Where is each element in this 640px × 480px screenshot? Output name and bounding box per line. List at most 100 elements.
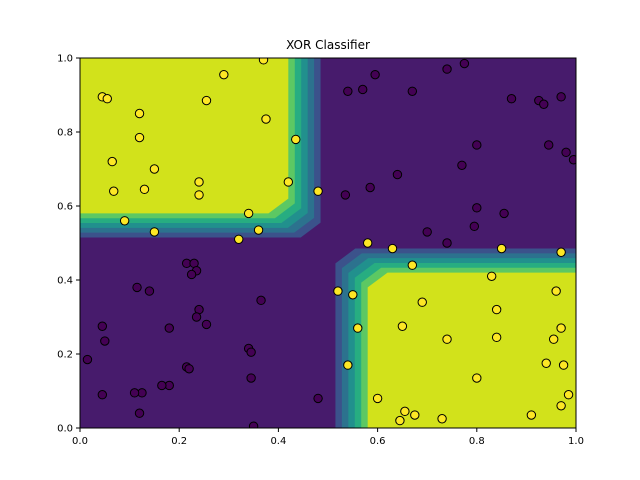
data-point-class1 [219,69,229,80]
data-point-class1 [283,177,294,187]
data-point-class0 [164,323,174,333]
data-point-class1 [395,415,405,426]
contour-band-bottom-right [367,272,576,428]
data-point-class1 [496,243,507,254]
chart-title: XOR Classifier [286,38,370,52]
data-point-class1 [558,360,569,370]
data-point-class0 [132,282,142,293]
data-point-class0 [561,147,571,158]
y-tick-label: 0.2 [57,350,73,361]
y-tick-label: 0.4 [57,276,73,287]
data-point-class1 [291,134,301,145]
data-point-class0 [442,64,452,74]
data-point-class0 [97,390,108,400]
data-point-class1 [407,260,418,270]
data-point-class0 [358,84,368,95]
data-point-class1 [437,414,447,424]
data-point-class0 [407,86,418,97]
data-point-class0 [201,319,212,330]
data-point-class1 [343,360,353,370]
data-point-class0 [539,99,549,109]
data-point-class1 [417,297,427,307]
y-tick-label: 0.6 [57,202,73,213]
data-point-class1 [149,164,160,174]
axes-frame [79,57,577,429]
data-point-class0 [246,347,256,357]
contour-band-top-left [80,58,289,214]
data-point-class1 [556,247,566,257]
data-point-class0 [246,373,256,383]
data-point-class0 [100,336,110,346]
data-point-class0 [184,364,194,374]
data-point-class1 [442,334,452,344]
data-point-class0 [191,312,202,322]
data-point-class0 [472,140,482,150]
data-point-class1 [253,225,264,235]
data-point-class1 [107,156,117,167]
data-point-class0 [186,269,197,280]
data-point-class1 [149,227,160,237]
x-tick-label: 0.4 [270,436,286,447]
x-tick-label: 0.6 [370,436,386,447]
data-point-class1 [119,216,130,226]
data-point-class0 [506,94,517,104]
data-point-class0 [499,208,509,219]
data-point-class0 [457,160,467,171]
data-point-class1 [109,186,119,196]
data-point-class1 [261,114,271,124]
data-point-class1 [194,177,204,187]
data-point-class0 [144,286,155,296]
data-point-class1 [333,286,343,296]
data-point-class1 [234,234,244,245]
data-point-class1 [472,373,482,383]
data-point-class0 [340,190,351,200]
x-tick-label: 0.0 [72,436,88,447]
data-point-class1 [551,286,561,296]
data-point-class1 [258,58,269,65]
data-point-class1 [541,358,551,368]
data-point-class0 [365,182,375,193]
data-point-class0 [97,321,108,331]
data-point-class1 [397,321,408,331]
data-point-class1 [556,323,566,333]
data-point-class0 [343,86,353,97]
data-point-class0 [256,295,266,306]
data-point-class0 [134,408,145,418]
data-point-class1 [353,323,363,333]
data-point-class0 [392,169,403,180]
data-point-class1 [102,94,112,104]
data-point-class1 [201,95,212,106]
y-tick-label: 1.0 [57,54,73,65]
axes: 0.0 0.2 0.4 0.6 0.8 1.0 0.0 0.2 0.4 0.6 0.8 1.0 [57,54,584,448]
data-point-class0 [544,140,554,150]
data-point-class0 [422,227,432,237]
data-point-class1 [348,290,358,300]
data-point-class1 [410,410,420,420]
data-point-class1 [563,390,574,400]
data-point-class1 [387,243,398,254]
data-point-class1 [491,332,502,343]
x-tick-label: 1.0 [568,436,584,447]
data-point-class0 [568,155,576,165]
data-point-class0 [313,393,323,404]
y-tick-label: 0.8 [57,128,73,139]
data-point-class1 [400,406,410,417]
data-point-class0 [459,58,470,69]
data-point-class0 [370,69,380,80]
plot-area [80,58,576,428]
data-point-class1 [313,186,323,196]
data-point-class0 [442,238,452,248]
data-point-class1 [134,108,145,119]
data-point-class0 [469,221,480,232]
data-point-class1 [548,334,559,344]
data-point-class1 [362,238,373,248]
data-point-class1 [556,401,566,411]
data-point-class1 [243,208,254,219]
data-point-class0 [556,92,566,102]
data-point-class1 [139,184,150,195]
data-point-class1 [194,190,204,200]
decision-surface [80,58,576,428]
data-point-class0 [472,203,482,213]
data-point-class0 [82,354,93,365]
